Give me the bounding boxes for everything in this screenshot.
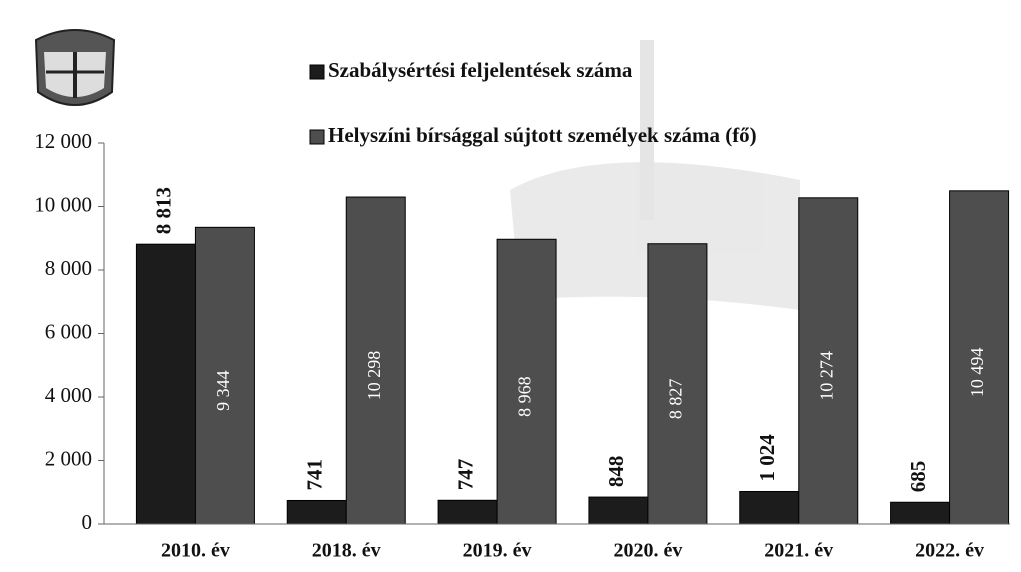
- x-tick-label: 2019. év: [463, 540, 532, 562]
- value-label: 9 344: [213, 370, 233, 411]
- y-tick-label: 12 000: [34, 129, 92, 153]
- value-label: 8 813: [152, 187, 176, 234]
- bar: [136, 244, 195, 524]
- y-tick-label: 0: [82, 510, 93, 534]
- x-tick-label: 2010. év: [161, 540, 230, 562]
- value-label: 10 298: [364, 351, 384, 401]
- value-label: 8 968: [515, 376, 535, 417]
- y-tick-label: 10 000: [34, 192, 92, 216]
- legend-label: Helyszíni bírsággal sújtott személyek sz…: [328, 123, 757, 147]
- legend-swatch: [310, 65, 324, 79]
- legend-label: Szabálysértési feljelentések száma: [328, 58, 633, 82]
- y-tick-label: 4 000: [45, 383, 92, 407]
- legend-swatch: [310, 130, 324, 144]
- value-label: 747: [453, 459, 477, 491]
- value-label: 10 494: [967, 348, 987, 398]
- police-logo: [36, 30, 114, 105]
- bar: [287, 500, 346, 524]
- x-tick-label: 2018. év: [312, 540, 381, 562]
- bar: [438, 500, 497, 524]
- y-tick-label: 2 000: [45, 446, 92, 470]
- bar: [589, 497, 648, 524]
- y-tick-label: 6 000: [45, 319, 92, 343]
- value-label: 1 024: [755, 434, 779, 482]
- x-tick-label: 2021. év: [764, 540, 833, 562]
- value-label: 848: [604, 456, 628, 488]
- y-tick-label: 8 000: [45, 256, 92, 280]
- x-tick-label: 2022. év: [915, 540, 984, 562]
- value-label: 685: [906, 461, 930, 493]
- chart: 0 2 000 4 000 6 000 8 000 10 000 12 000 2010. é…: [0, 0, 1021, 572]
- value-label: 8 827: [666, 379, 686, 420]
- bar: [740, 491, 799, 524]
- value-label: 10 274: [816, 351, 836, 401]
- value-label: 741: [303, 459, 327, 491]
- bar: [891, 502, 950, 524]
- x-tick-label: 2020. év: [613, 540, 682, 562]
